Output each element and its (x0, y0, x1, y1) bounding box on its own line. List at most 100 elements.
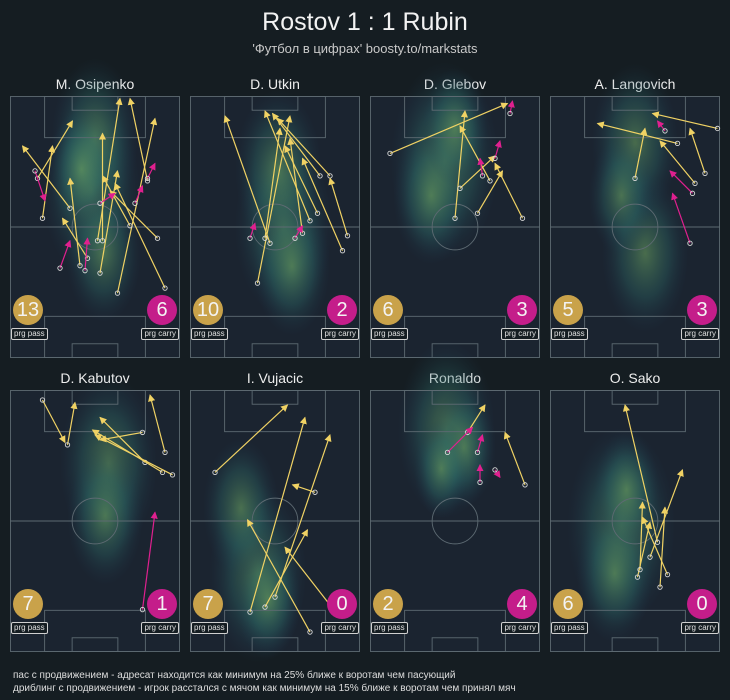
prg-carry-count: 3 (687, 295, 717, 325)
prg-pass-count: 6 (553, 589, 583, 619)
chart-title: Rostov 1 : 1 Rubin (262, 8, 468, 36)
legend-pass-text: пас с продвижением - адресат находится к… (13, 670, 456, 681)
progressive-pass (622, 404, 661, 545)
prg-carry-label: prg carry (501, 622, 539, 634)
progressive-carry (247, 222, 257, 241)
progressive-pass (637, 501, 646, 573)
progressive-carry (669, 170, 696, 196)
progressive-pass (272, 434, 332, 600)
chart-subtitle: 'Футбол в цифрах' boosty.to/markstats (252, 41, 478, 56)
progressive-pass (328, 177, 351, 239)
progressive-pass (98, 132, 107, 244)
heatmap-blob (48, 109, 115, 230)
progressive-pass (64, 401, 78, 448)
progressive-pass (474, 170, 504, 216)
progressive-carry (139, 511, 158, 613)
prg-carry-label: prg carry (681, 328, 719, 340)
prg-pass-count: 10 (193, 295, 223, 325)
prg-carry-count: 4 (507, 589, 537, 619)
player-name: D. Utkin (250, 76, 300, 92)
progressive-carry (292, 224, 304, 241)
progressive-pass (596, 121, 681, 147)
progressive-pass (262, 528, 309, 610)
progressive-pass (127, 97, 151, 184)
prg-pass-label: prg pass (11, 328, 48, 340)
progressive-carry (671, 192, 693, 246)
prg-carry-label: prg carry (321, 328, 359, 340)
progressive-carry (477, 157, 486, 179)
progressive-pass (457, 155, 496, 191)
progressive-pass (67, 177, 83, 269)
prg-carry-label: prg carry (321, 622, 359, 634)
progressive-pass (247, 416, 307, 615)
progressive-pass (148, 394, 168, 456)
progressive-pass (494, 162, 526, 221)
prg-carry-count: 2 (327, 295, 357, 325)
prg-pass-label: prg pass (191, 328, 228, 340)
prg-pass-count: 2 (373, 589, 403, 619)
player-name: O. Sako (609, 370, 661, 386)
heatmap-blob (422, 67, 488, 188)
progressive-pass (651, 111, 721, 132)
progressive-carry (57, 239, 72, 271)
progressive-pass (459, 125, 493, 184)
progressive-pass (109, 190, 161, 241)
progressive-pass (39, 397, 66, 444)
prg-carry-count: 0 (327, 589, 357, 619)
prg-carry-label: prg carry (141, 622, 179, 634)
progressive-pass (262, 127, 283, 241)
progressive-pass (254, 115, 293, 286)
progressive-pass (39, 145, 56, 221)
progressive-carry (82, 237, 91, 274)
progressive-carry (492, 467, 501, 479)
prg-pass-label: prg pass (371, 622, 408, 634)
progressive-carry (474, 434, 485, 456)
progressive-carry (476, 463, 484, 485)
progressive-carry (97, 192, 116, 206)
player-panel: D. Utkin 10 2 prg pass prg carry (190, 76, 360, 374)
pitch-markings (550, 96, 720, 358)
player-panel: I. Vujacic 7 0 prg pass prg carry (190, 370, 360, 668)
progressive-pass (301, 157, 346, 254)
progressive-pass (659, 140, 698, 186)
prg-carry-count: 1 (147, 589, 177, 619)
prg-pass-label: prg pass (371, 328, 408, 340)
player-panel: O. Sako 6 0 prg pass prg carry (550, 370, 720, 668)
progressive-pass (101, 175, 133, 229)
progressive-pass (61, 217, 91, 261)
progressive-pass (94, 434, 176, 478)
progressive-carry (656, 120, 668, 134)
prg-pass-label: prg pass (191, 622, 228, 634)
prg-carry-count: 3 (507, 295, 537, 325)
prg-pass-count: 13 (13, 295, 43, 325)
progressive-pass (632, 127, 648, 181)
progressive-carry (132, 185, 144, 206)
progressive-pass (503, 431, 528, 488)
prg-pass-count: 7 (193, 589, 223, 619)
progressive-carry (32, 168, 47, 202)
prg-pass-count: 7 (13, 589, 43, 619)
progressive-carry (444, 426, 474, 456)
progressive-pass (212, 404, 289, 475)
heatmap-blob (253, 196, 331, 336)
progressive-carry (507, 100, 515, 117)
prg-pass-label: prg pass (551, 622, 588, 634)
progressive-pass (114, 117, 158, 296)
progressive-pass (114, 182, 168, 291)
progressive-pass (688, 127, 708, 177)
pitch (550, 390, 720, 652)
progressive-carry (492, 140, 502, 162)
progressive-carry (144, 162, 156, 181)
progressive-pass (21, 145, 73, 211)
prg-pass-label: prg pass (551, 328, 588, 340)
progressive-pass (284, 145, 321, 216)
progressive-pass (246, 518, 313, 635)
player-name: I. Vujacic (246, 370, 304, 386)
prg-carry-label: prg carry (501, 328, 539, 340)
progressive-pass (223, 115, 273, 246)
